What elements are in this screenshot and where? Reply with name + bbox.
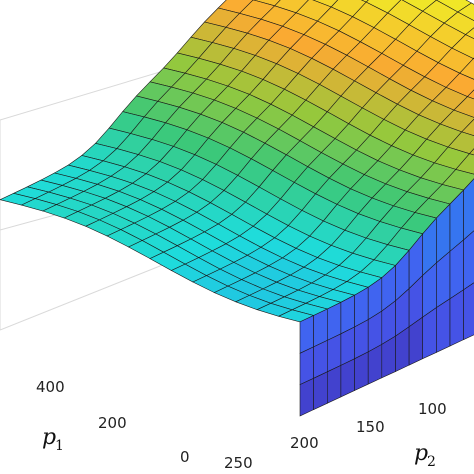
surface-patch (299, 377, 314, 417)
y-tick-250: 250 (224, 454, 253, 472)
surface-patch (459, 58, 474, 80)
y-tick-150: 150 (356, 418, 385, 436)
surface-patch (449, 289, 464, 347)
surface-patch (465, 27, 474, 40)
surface-patch (436, 298, 451, 353)
surface-patch (468, 148, 474, 156)
y-axis-symbol: p (414, 441, 428, 466)
surface-mesh (0, 0, 474, 417)
x-tick-400: 400 (36, 378, 65, 396)
surface-patch (313, 371, 328, 411)
x-tick-0: 0 (180, 448, 190, 466)
x-tick-200: 200 (98, 414, 127, 432)
surface-patch (354, 351, 369, 391)
axis-ticks: 400 200 0 250 200 150 100 (36, 378, 447, 472)
y-tick-200: 200 (290, 434, 319, 452)
surface-patch (461, 118, 474, 137)
x-axis-symbol: p (42, 425, 56, 450)
surface-patch (463, 178, 474, 241)
y-tick-100: 100 (418, 400, 447, 418)
x-axis-subscript: 1 (55, 438, 64, 454)
surface-patch (326, 364, 342, 404)
surface-patch (463, 282, 474, 341)
surface-patch (463, 230, 474, 291)
y-axis-label: p 2 (414, 441, 436, 470)
surface-patch (340, 358, 355, 398)
x-axis-label: p 1 (42, 425, 64, 454)
surface-patch (466, 89, 474, 100)
y-axis-subscript: 2 (427, 454, 436, 470)
